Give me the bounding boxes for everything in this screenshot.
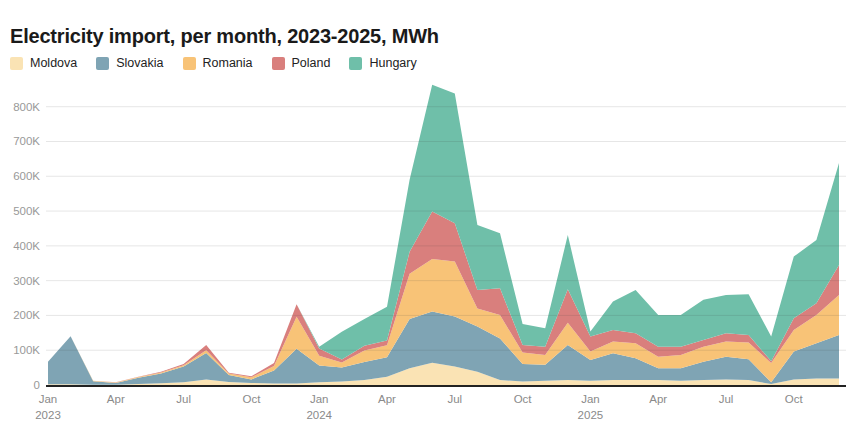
x-axis-tick-label: Apr [107, 393, 125, 405]
x-axis-tick-label: Jan [581, 393, 600, 405]
y-axis-tick-label: 200K [13, 309, 40, 321]
x-axis-tick-label: Apr [649, 393, 667, 405]
y-axis-tick-label: 100K [13, 344, 40, 356]
x-axis-year-label: 2024 [306, 409, 332, 421]
x-axis-tick-label: Oct [785, 393, 804, 405]
x-axis-year-label: 2023 [35, 409, 61, 421]
y-axis-tick-label: 800K [13, 101, 40, 113]
y-axis-tick-label: 500K [13, 205, 40, 217]
x-axis-tick-label: Jul [447, 393, 462, 405]
x-axis-tick-label: Jul [176, 393, 191, 405]
y-axis-tick-label: 700K [13, 135, 40, 147]
x-axis-tick-label: Apr [378, 393, 396, 405]
y-axis-tick-label: 0 [34, 379, 40, 391]
x-axis-tick-label: Jul [719, 393, 734, 405]
x-axis-tick-label: Oct [242, 393, 261, 405]
y-axis-tick-label: 400K [13, 240, 40, 252]
x-axis-tick-label: Oct [514, 393, 533, 405]
x-axis-tick-label: Jan [39, 393, 58, 405]
x-axis-year-label: 2025 [578, 409, 604, 421]
y-axis-tick-label: 600K [13, 170, 40, 182]
chart-canvas[interactable]: 0 100K 200K 300K 400K 500K 600K 700K 800K Jan 2023… [0, 0, 846, 427]
y-axis-tick-label: 300K [13, 275, 40, 287]
x-axis-tick-label: Jan [310, 393, 329, 405]
